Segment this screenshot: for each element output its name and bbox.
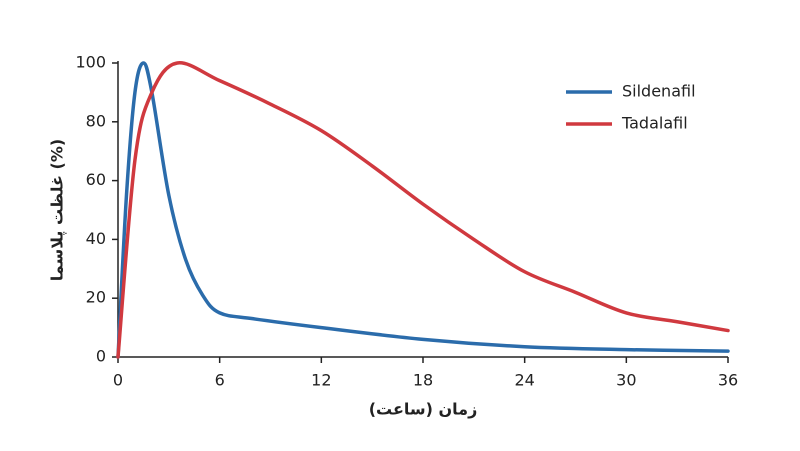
y-tick-label: 0 (96, 347, 106, 366)
x-tick-label: 18 (413, 371, 433, 390)
y-tick-label: 20 (86, 288, 106, 307)
x-tick-label: 6 (215, 371, 225, 390)
y-axis-label: غلظت پلاسما (%) (48, 139, 68, 281)
y-tick-label: 80 (86, 111, 106, 130)
line (116, 61, 730, 359)
y-tick-label: 100 (75, 53, 106, 72)
legend-label: Sildenafil (622, 82, 696, 101)
y-tick-label: 40 (86, 229, 106, 248)
x-axis-label: زمان (ساعت) (369, 400, 478, 419)
y-tick-label: 60 (86, 170, 106, 189)
x-tick-label: 0 (113, 371, 123, 390)
x-tick-label: 30 (616, 371, 636, 390)
line (116, 61, 730, 359)
x-tick-label: 12 (311, 371, 331, 390)
x-tick-label: 36 (718, 371, 738, 390)
legend-label: Tadalafil (621, 114, 688, 133)
x-tick-label: 24 (514, 371, 534, 390)
